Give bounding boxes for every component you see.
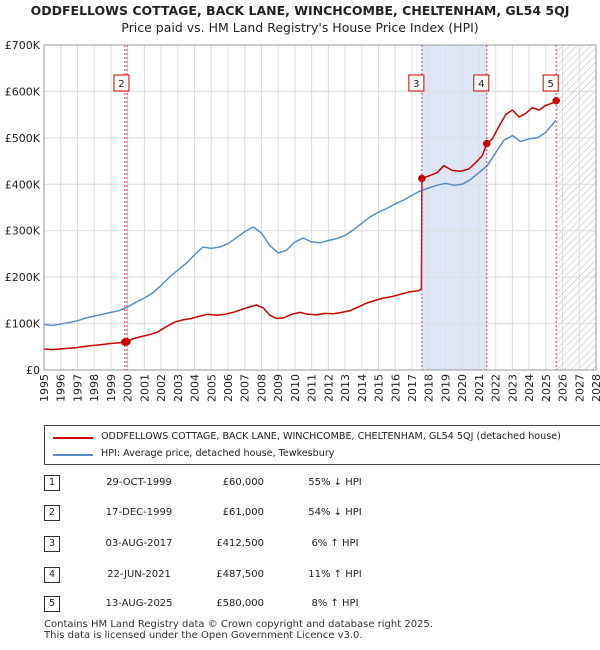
transaction-number: 2 <box>44 505 60 521</box>
x-tick-label: 2022 <box>490 374 503 402</box>
sale-point <box>483 139 491 148</box>
x-tick-label: 2007 <box>239 374 252 402</box>
chart-title: ODDFELLOWS COTTAGE, BACK LANE, WINCHCOMB… <box>30 3 570 18</box>
x-tick-label: 2000 <box>122 374 135 402</box>
transaction-date: 17-DEC-1999 <box>105 507 173 518</box>
x-tick-label: 2013 <box>339 374 352 402</box>
transaction-number: 1 <box>44 475 60 491</box>
x-tick-label: 2027 <box>573 374 586 402</box>
legend-hpi-swatch <box>53 454 93 456</box>
transaction-number: 5 <box>44 596 60 612</box>
shaded-period <box>421 45 487 370</box>
x-tick-label: 2011 <box>306 374 319 402</box>
transaction-price: £580,000 <box>216 598 264 609</box>
x-tick-label: 2002 <box>155 374 168 402</box>
x-tick-label: 2025 <box>540 374 553 402</box>
transaction-price: £60,000 <box>222 477 264 488</box>
footer-copyright: Contains HM Land Registry data © Crown c… <box>44 619 433 630</box>
sale-label-number: 2 <box>118 79 124 90</box>
x-tick-label: 2010 <box>289 374 302 402</box>
x-tick-label: 2006 <box>222 374 235 402</box>
plot-frame <box>43 44 597 371</box>
x-tick-label: 2019 <box>439 374 452 402</box>
transaction-hpi-change: 55% ↓ HPI <box>308 477 362 488</box>
sale-label-box <box>113 74 130 92</box>
sale-label-box <box>473 74 490 92</box>
y-tick-label: £200K <box>5 271 41 284</box>
x-tick-label: 2012 <box>322 374 335 402</box>
y-tick-label: £700K <box>5 39 41 52</box>
y-tick-label: £400K <box>5 178 41 191</box>
transaction-price: £412,500 <box>216 538 264 549</box>
y-tick-label: £300K <box>5 225 41 238</box>
transaction-hpi-change: 54% ↓ HPI <box>308 507 362 518</box>
x-tick-label: 2014 <box>356 374 369 402</box>
sale-label-number: 4 <box>478 79 484 90</box>
x-tick-label: 1999 <box>105 374 118 402</box>
transaction-hpi-change: 6% ↑ HPI <box>311 538 359 549</box>
x-tick-label: 2024 <box>523 374 536 402</box>
legend-property-swatch <box>53 437 93 439</box>
x-tick-label: 2005 <box>205 374 218 402</box>
x-tick-label: 1997 <box>71 374 84 402</box>
transaction-date: 29-OCT-1999 <box>106 477 172 488</box>
x-tick-label: 2026 <box>557 374 570 402</box>
legend: ODDFELLOWS COTTAGE, BACK LANE, WINCHCOMB… <box>44 425 600 465</box>
transaction-hpi-change: 11% ↑ HPI <box>308 569 362 580</box>
x-tick-label: 2003 <box>172 374 185 402</box>
transaction-number: 3 <box>44 536 60 552</box>
chart-subtitle: Price paid vs. HM Land Registry's House … <box>121 20 479 35</box>
footer-licence: This data is licensed under the Open Gov… <box>44 630 363 641</box>
y-tick-label: £100K <box>5 318 41 331</box>
sale-point <box>418 174 426 183</box>
x-tick-label: 2020 <box>456 374 469 402</box>
x-tick-label: 2001 <box>138 374 151 402</box>
hpi-line <box>43 119 557 327</box>
x-tick-label: 2004 <box>189 374 202 402</box>
x-tick-label: 2009 <box>272 374 285 402</box>
sale-label-number: 5 <box>548 79 554 90</box>
x-tick-label: 1995 <box>38 374 51 402</box>
x-tick-label: 2015 <box>373 374 386 402</box>
y-tick-label: £600K <box>5 85 41 98</box>
x-tick-label: 2018 <box>423 374 436 402</box>
transaction-price: £487,500 <box>216 569 264 580</box>
y-tick-label: £0 <box>26 364 40 377</box>
sale-point <box>552 96 560 105</box>
legend-hpi-label: HPI: Average price, detached house, Tewk… <box>101 448 335 459</box>
x-tick-label: 2028 <box>590 374 600 402</box>
x-tick-label: 2008 <box>255 374 268 402</box>
transaction-number: 4 <box>44 567 60 583</box>
plot-background <box>44 45 596 370</box>
x-tick-label: 2023 <box>506 374 519 402</box>
sale-label-box <box>542 74 559 92</box>
sale-label-box <box>408 74 425 92</box>
footer: Contains HM Land Registry data © Crown c… <box>44 619 433 641</box>
price-chart: £0 £100K £200K £300K £400K £500K £600K £700K 199… <box>5 39 600 402</box>
x-tick-label: 2017 <box>406 374 419 402</box>
transaction-date: 22-JUN-2021 <box>107 569 171 580</box>
x-tick-label: 2021 <box>473 374 486 402</box>
sale-point <box>123 337 131 346</box>
transaction-hpi-change: 8% ↑ HPI <box>311 598 359 609</box>
x-tick-label: 1998 <box>88 374 101 402</box>
y-tick-label: £500K <box>5 132 41 145</box>
x-tick-label: 2016 <box>389 374 402 402</box>
x-tick-label: 1996 <box>55 374 68 402</box>
transaction-date: 13-AUG-2025 <box>105 598 173 609</box>
sale-label-number: 3 <box>413 79 419 90</box>
legend-property-label: ODDFELLOWS COTTAGE, BACK LANE, WINCHCOMB… <box>101 431 561 442</box>
transaction-date: 03-AUG-2017 <box>105 538 173 549</box>
transaction-price: £61,000 <box>222 507 264 518</box>
